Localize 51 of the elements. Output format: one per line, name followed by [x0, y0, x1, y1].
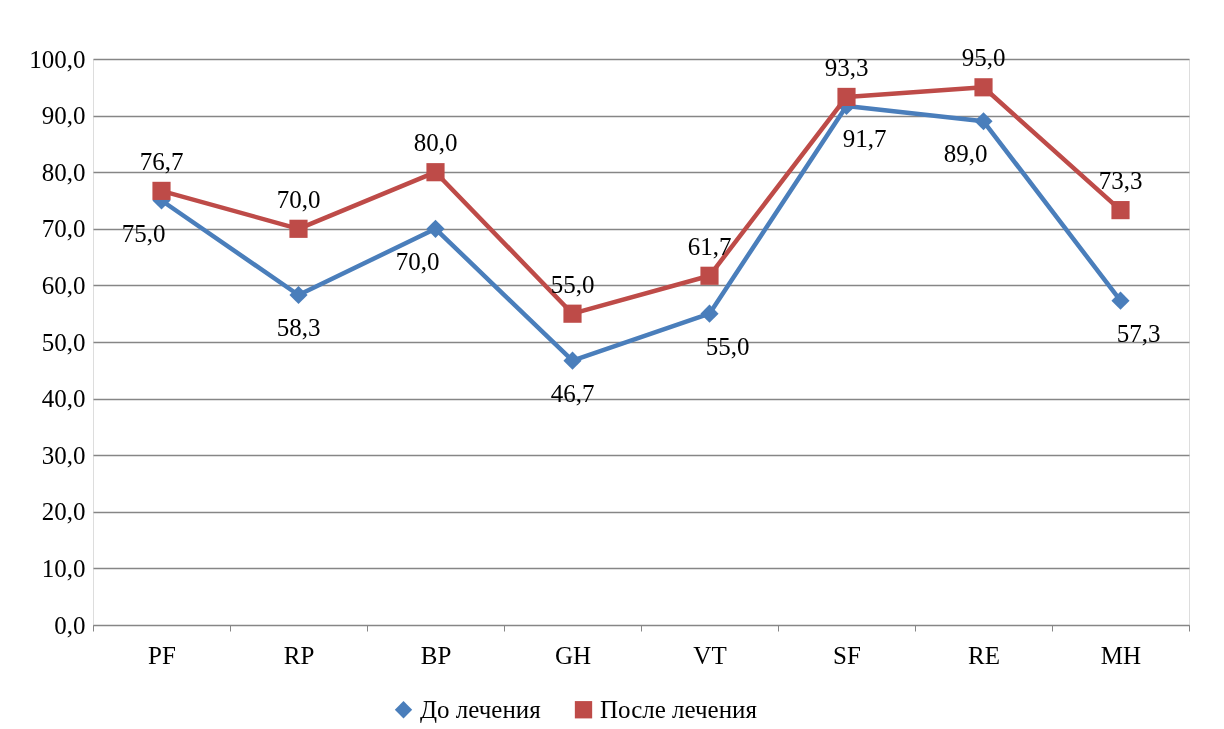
data-label: 93,3: [824, 53, 869, 81]
y-tick-label: 50,0: [41, 328, 86, 356]
data-label: 55,0: [550, 270, 595, 298]
data-label: 55,0: [705, 332, 750, 360]
data-label: 95,0: [961, 44, 1006, 72]
data-label: 73,3: [1098, 167, 1143, 195]
data-label: 58,3: [276, 314, 321, 342]
y-tick-label: 70,0: [41, 215, 86, 243]
y-tick-label: 10,0: [41, 554, 86, 582]
data-label: 91,7: [842, 124, 887, 152]
legend-label: После лечения: [600, 695, 758, 723]
data-label: 76,7: [139, 147, 184, 175]
point: [426, 219, 445, 238]
data-label: 75,0: [121, 219, 166, 247]
y-tick-label: 60,0: [41, 271, 86, 299]
data-label: 80,0: [413, 129, 458, 157]
x-tick-label: BP: [420, 641, 452, 669]
x-tick-label: GH: [554, 641, 592, 669]
point: [1111, 201, 1130, 220]
point: [563, 304, 582, 323]
point: [152, 181, 171, 200]
x-tick-label: SF: [833, 641, 861, 669]
point: [289, 285, 308, 305]
data-label: 70,0: [276, 185, 321, 213]
x-tick-label: VT: [693, 641, 727, 669]
point: [426, 163, 445, 182]
point: [700, 266, 719, 285]
y-tick-label: 90,0: [41, 102, 86, 130]
point: [974, 78, 993, 97]
y-tick-label: 40,0: [41, 385, 86, 413]
y-tick-label: 80,0: [41, 158, 86, 186]
y-tick-label: 100,0: [29, 45, 86, 73]
y-tick-label: 20,0: [41, 498, 86, 526]
point: [563, 351, 582, 370]
point: [1111, 291, 1130, 310]
data-label: 61,7: [687, 232, 732, 260]
data-label: 89,0: [943, 140, 988, 168]
x-tick-label: PF: [148, 641, 176, 669]
x-tick-label: MH: [1100, 641, 1142, 669]
y-tick-label: 30,0: [41, 441, 86, 469]
x-tick-label: RE: [968, 641, 1000, 669]
x-tick-label: RP: [283, 641, 315, 669]
point: [289, 219, 308, 238]
y-tick-label: 0,0: [54, 611, 86, 639]
point: [974, 112, 993, 131]
point: [837, 87, 856, 107]
legend-label: До лечения: [420, 695, 542, 723]
data-label: 57,3: [1116, 319, 1161, 347]
data-label: 70,0: [395, 247, 440, 275]
data-label: 46,7: [550, 379, 595, 407]
point: [700, 304, 719, 323]
